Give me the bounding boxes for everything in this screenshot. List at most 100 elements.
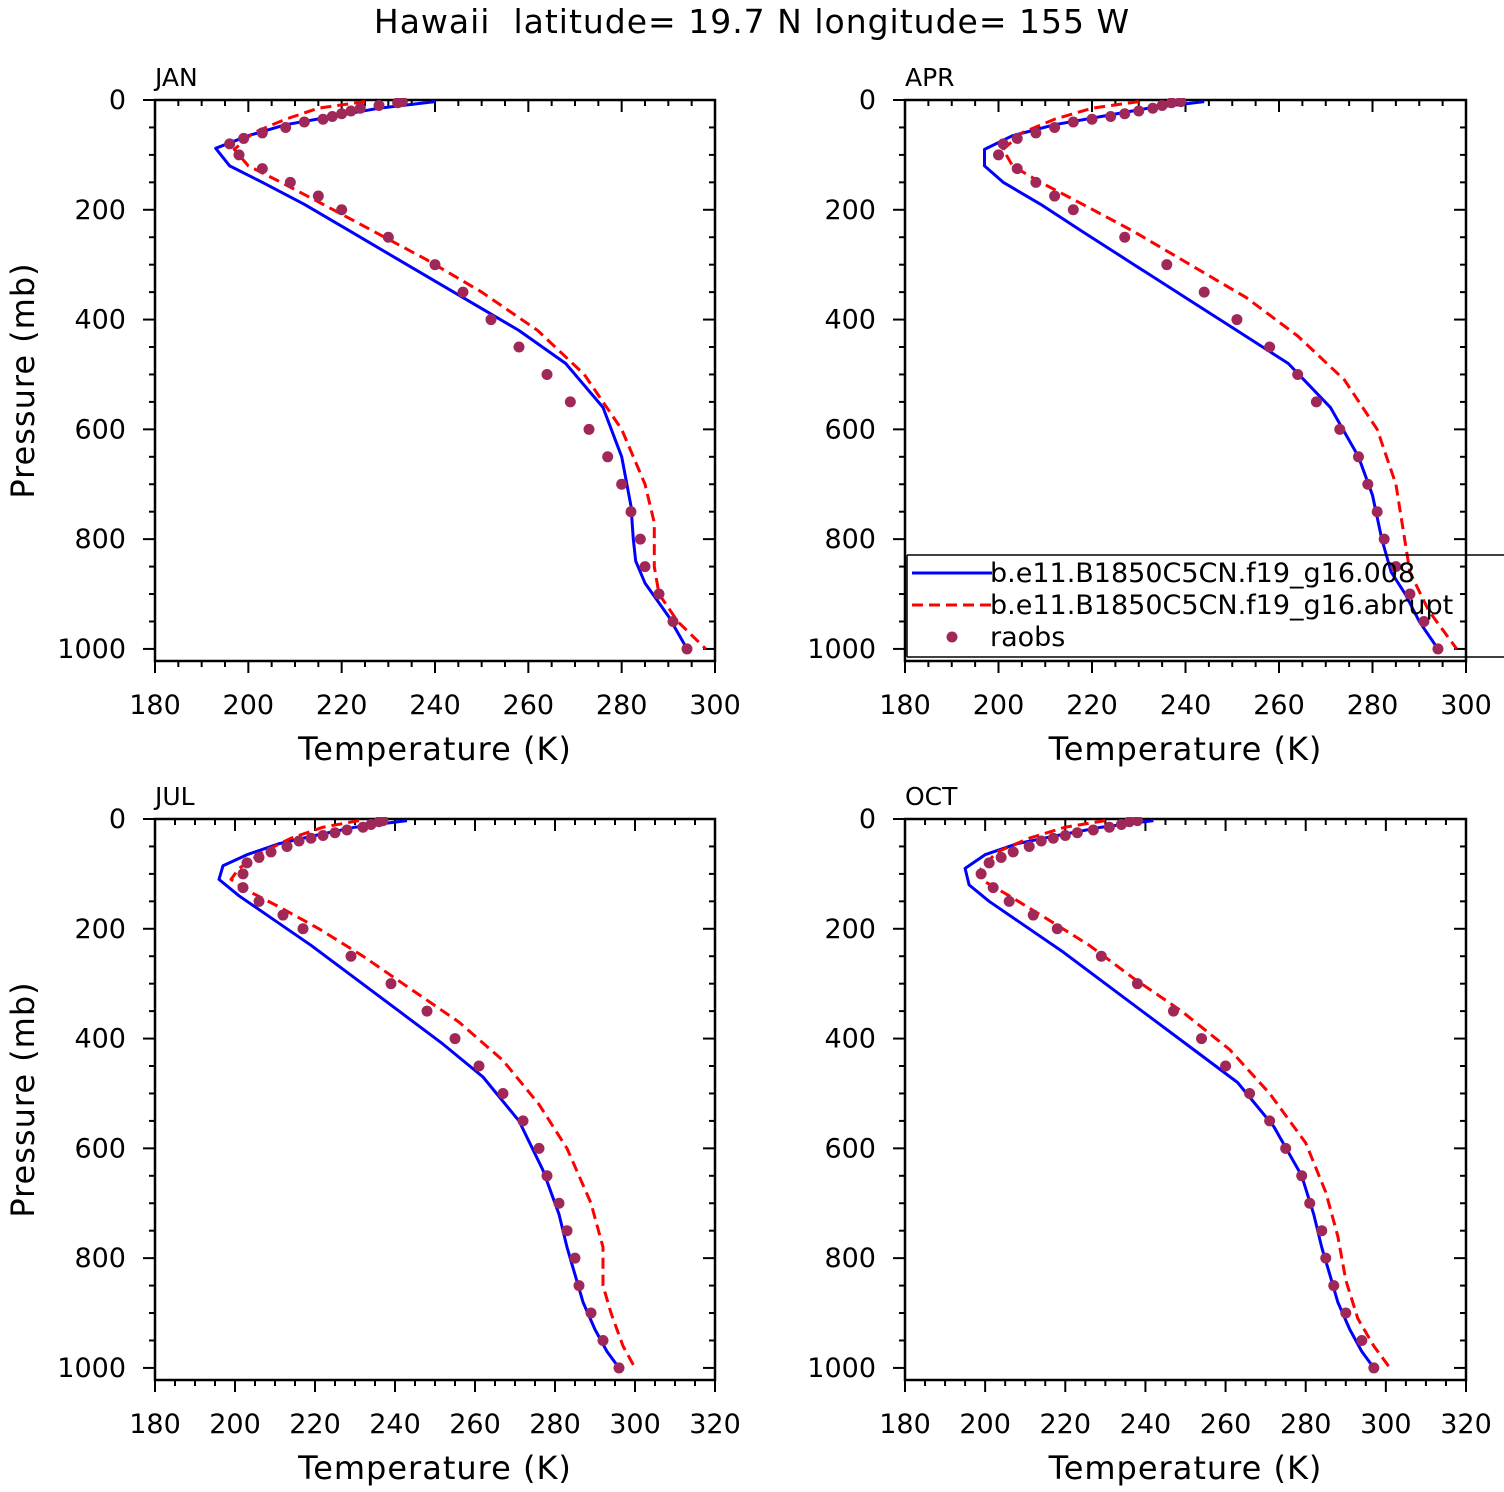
legend-label: raobs: [990, 622, 1065, 653]
raobs-point: [265, 846, 277, 858]
x-tick-label: 200: [209, 1409, 261, 1440]
x-tick-label: 300: [1440, 690, 1492, 721]
x-tick-label: 300: [1360, 1409, 1412, 1440]
series-line-008: [963, 819, 1376, 1369]
plot-frame: [153, 817, 717, 1382]
series-group: [214, 98, 707, 655]
x-tick-label: 180: [129, 1409, 181, 1440]
x-tick-label: 260: [503, 690, 555, 721]
series-group: [217, 817, 637, 1374]
raobs-point: [667, 615, 679, 627]
y-tick-label: 200: [74, 195, 126, 226]
x-tick-label: 300: [689, 690, 741, 721]
raobs-point: [1196, 1033, 1208, 1045]
raobs-point: [280, 121, 292, 133]
raobs-point: [1030, 176, 1042, 188]
raobs-point: [253, 895, 265, 907]
x-axis-label: Temperature (K): [297, 1449, 572, 1487]
raobs-point: [449, 1033, 461, 1045]
raobs-point: [983, 857, 995, 869]
raobs-point: [233, 149, 245, 161]
raobs-point: [653, 588, 665, 600]
legend-marker-raobs: [946, 631, 958, 643]
raobs-point: [297, 923, 309, 935]
raobs-point: [293, 835, 305, 847]
raobs-point: [1310, 396, 1322, 408]
raobs-point: [1007, 846, 1019, 858]
figure-title: Hawaii latitude= 19.7 N longitude= 155 W: [373, 2, 1131, 41]
x-axis-label: Temperature (K): [1048, 730, 1323, 768]
raobs-point: [1390, 561, 1402, 573]
y-tick-label: 400: [824, 1024, 876, 1055]
x-tick-label: 280: [596, 690, 648, 721]
raobs-point: [1378, 533, 1390, 545]
raobs-point: [541, 1170, 553, 1182]
raobs-point: [1231, 314, 1243, 326]
x-tick-label: 220: [1040, 1409, 1092, 1440]
x-tick-label: 260: [449, 1409, 501, 1440]
x-tick-label: 220: [1066, 690, 1118, 721]
x-tick-label: 280: [529, 1409, 581, 1440]
raobs-point: [1296, 1170, 1308, 1182]
raobs-point: [238, 132, 250, 144]
legend-label: b.e11.B1850C5CN.f19_g16.008: [990, 558, 1415, 589]
raobs-point: [256, 127, 268, 139]
raobs-point: [256, 163, 268, 175]
raobs-point: [1404, 588, 1416, 600]
raobs-point: [497, 1087, 509, 1099]
x-tick-label: 240: [409, 690, 461, 721]
y-tick-label: 600: [824, 1133, 876, 1164]
raobs-point: [1119, 108, 1131, 120]
x-tick-label: 320: [1440, 1409, 1492, 1440]
raobs-point: [317, 113, 329, 125]
raobs-point: [583, 423, 595, 435]
x-tick-label: 280: [1280, 1409, 1332, 1440]
raobs-point: [429, 259, 441, 271]
raobs-point: [1071, 827, 1083, 839]
raobs-point: [305, 832, 317, 844]
y-tick-label: 800: [74, 1243, 126, 1274]
y-tick-label: 600: [824, 414, 876, 445]
raobs-point: [237, 868, 249, 880]
series-line-abrupt: [979, 819, 1392, 1369]
x-tick-label: 260: [1253, 690, 1305, 721]
series-line-abrupt: [232, 100, 707, 650]
y-tick-label: 200: [824, 914, 876, 945]
raobs-point: [317, 829, 329, 841]
panel-jan: 180 200 220 240 260 280 300 0 200 400 600 800 1000 Te…: [4, 63, 741, 768]
raobs-point: [1035, 835, 1047, 847]
x-axis-label: Temperature (K): [297, 730, 572, 768]
x-tick-label: 180: [879, 1409, 931, 1440]
y-tick-label: 200: [74, 914, 126, 945]
raobs-point: [533, 1142, 545, 1154]
raobs-point: [1320, 1252, 1332, 1264]
raobs-point: [597, 1334, 609, 1346]
raobs-point: [421, 1005, 433, 1017]
raobs-point: [1103, 821, 1115, 833]
raobs-point: [298, 116, 310, 128]
plot-frame: [153, 98, 717, 663]
raobs-point: [1264, 1115, 1276, 1127]
raobs-point: [517, 1115, 529, 1127]
raobs-point: [561, 1225, 573, 1237]
panel-title: JAN: [153, 63, 198, 92]
raobs-point: [1198, 286, 1210, 298]
raobs-point: [373, 99, 385, 111]
raobs-point: [1156, 99, 1168, 111]
raobs-point: [1011, 163, 1023, 175]
raobs-point: [602, 451, 614, 463]
y-tick-label: 0: [859, 85, 876, 116]
raobs-point: [1131, 817, 1143, 827]
y-tick-label: 800: [824, 524, 876, 555]
series-line-abrupt: [1001, 100, 1458, 650]
x-tick-label: 300: [609, 1409, 661, 1440]
raobs-point: [284, 176, 296, 188]
x-tick-label: 200: [973, 690, 1025, 721]
raobs-point: [541, 368, 553, 380]
x-tick-label: 200: [223, 690, 275, 721]
raobs-point: [1011, 132, 1023, 144]
y-tick-label: 1000: [807, 1353, 876, 1384]
x-tick-label: 240: [1120, 1409, 1172, 1440]
raobs-point: [277, 909, 289, 921]
raobs-point: [997, 138, 1009, 150]
